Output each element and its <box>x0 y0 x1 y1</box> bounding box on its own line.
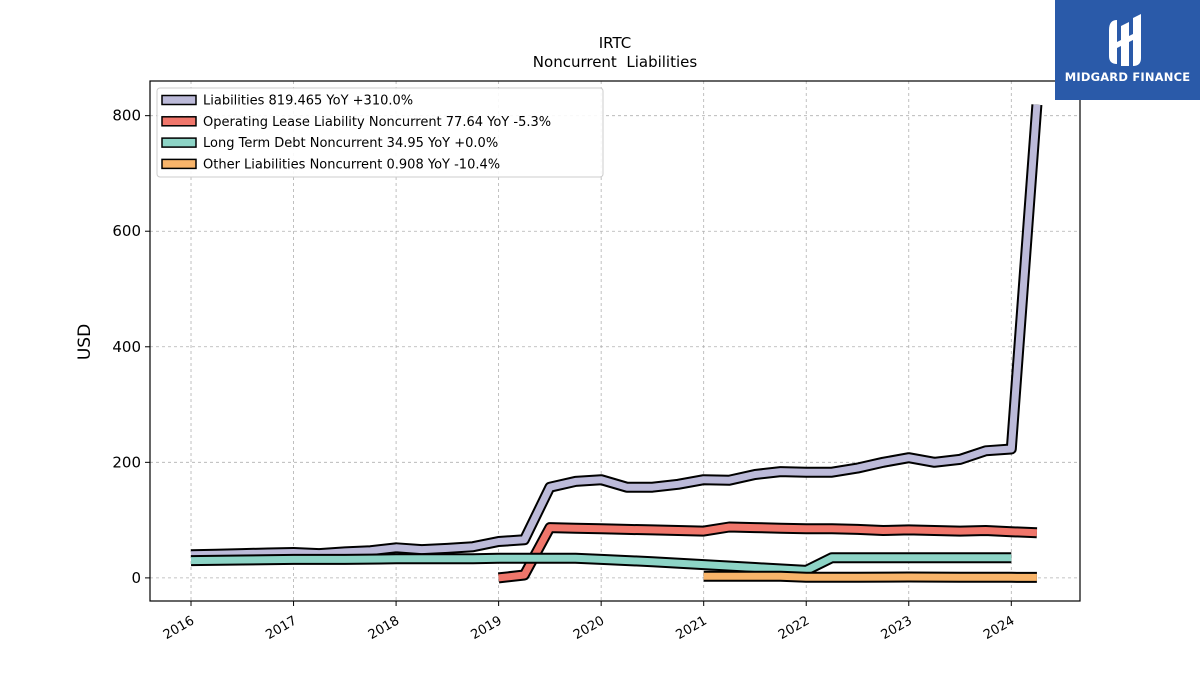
y-tick-label: 400 <box>112 338 141 356</box>
legend-swatch <box>161 158 197 170</box>
x-tick-label: 2024 <box>981 613 1017 643</box>
chart-title: IRTC <box>599 34 632 52</box>
legend-swatch <box>161 137 197 148</box>
y-tick-label: 800 <box>112 107 141 125</box>
legend: Liabilities 819.465 YoY +310.0% Operating… <box>156 87 604 178</box>
series-line-2 <box>190 554 1012 574</box>
y-tick-label: 600 <box>112 222 141 240</box>
x-tick-label: 2022 <box>776 613 812 643</box>
legend-label: Other Liabilities Noncurrent 0.908 YoY -… <box>203 157 500 172</box>
legend-swatch <box>161 94 197 106</box>
x-tick-label: 2017 <box>263 613 299 643</box>
series-lines <box>190 104 1043 584</box>
legend-frame <box>156 87 604 178</box>
y-axis-label: USD <box>75 324 95 360</box>
chart-subtitle: Noncurrent Liabilities <box>533 53 698 71</box>
series-line-3 <box>703 572 1037 581</box>
x-tick-label: 2021 <box>674 613 710 643</box>
series-line-0 <box>190 104 1041 559</box>
y-tick-label: 0 <box>131 569 141 587</box>
x-tick-label: 2020 <box>571 613 607 643</box>
legend-label: Long Term Debt Noncurrent 34.95 YoY +0.0… <box>203 136 498 151</box>
y-tick-label: 200 <box>112 453 141 471</box>
x-tick-label: 2019 <box>468 613 504 643</box>
brand-logo: MIDGARD FINANCE <box>1055 0 1200 100</box>
legend-label: Liabilities 819.465 YoY +310.0% <box>203 94 413 109</box>
brand-mark-icon <box>1109 14 1141 66</box>
legend-label: Operating Lease Liability Noncurrent 77.… <box>203 115 551 130</box>
x-tick-label: 2016 <box>161 613 197 643</box>
legend-swatch <box>161 116 197 127</box>
plot-area-frame <box>149 80 1081 602</box>
x-tick-label: 2018 <box>366 613 402 643</box>
x-tick-label: 2023 <box>879 613 915 643</box>
brand-name: MIDGARD FINANCE <box>1064 70 1191 84</box>
series-line-1 <box>498 523 1038 582</box>
